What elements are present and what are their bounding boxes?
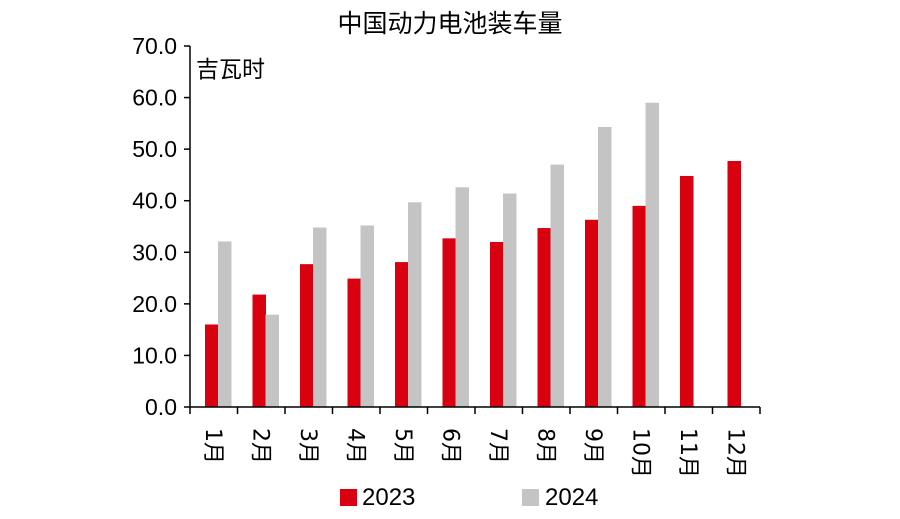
x-tick-label: 9月 (580, 428, 605, 464)
bar-2023-10月 (632, 205, 646, 407)
x-tick-label: 10月 (627, 428, 652, 478)
bar-2024-8月 (550, 164, 564, 407)
y-tick-label: 0.0 (145, 394, 177, 420)
x-tick-label: 11月 (675, 428, 700, 478)
legend-label-2023: 2023 (362, 484, 416, 511)
x-tick-label: 3月 (295, 428, 320, 464)
x-tick-label: 12月 (722, 428, 747, 478)
y-tick-label: 20.0 (132, 291, 177, 317)
bar-2023-12月 (727, 161, 741, 407)
x-tick-label: 6月 (437, 428, 462, 464)
y-tick-label: 10.0 (132, 342, 177, 368)
y-axis-unit: 吉瓦时 (196, 57, 265, 83)
x-tick-label: 2月 (247, 428, 272, 464)
bar-2023-7月 (490, 241, 504, 407)
x-tick-label: 1月 (200, 428, 225, 464)
bar-2024-9月 (598, 126, 612, 408)
x-tick-label: 4月 (342, 428, 367, 464)
bar-2024-7月 (503, 193, 517, 407)
legend-label-2024: 2024 (545, 484, 599, 511)
bar-2024-4月 (360, 225, 374, 407)
bar-2024-5月 (408, 202, 422, 407)
bar-2023-11月 (680, 175, 694, 407)
bar-2023-4月 (347, 278, 361, 407)
bar-2023-1月 (205, 324, 219, 407)
bar-2024-10月 (645, 102, 659, 407)
x-tick-label: 5月 (390, 428, 415, 464)
x-tick-label: 7月 (485, 428, 510, 464)
bar-2024-1月 (218, 241, 232, 407)
y-tick-label: 30.0 (132, 239, 177, 265)
bar-2023-9月 (585, 219, 599, 407)
bar-2023-6月 (442, 238, 456, 407)
bar-2023-2月 (252, 294, 266, 407)
legend-swatch-2024 (522, 489, 539, 506)
bar-2024-6月 (455, 187, 469, 407)
legend-swatch-2023 (340, 489, 357, 506)
x-tick-label: 8月 (532, 428, 557, 464)
bar-2024-2月 (265, 314, 279, 407)
y-tick-label: 70.0 (132, 33, 177, 59)
y-tick-label: 50.0 (132, 136, 177, 162)
y-tick-label: 40.0 (132, 188, 177, 214)
bar-2023-3月 (300, 264, 314, 407)
chart-title: 中国动力电池装车量 (337, 9, 563, 38)
bar-2024-3月 (313, 227, 327, 407)
y-tick-label: 60.0 (132, 85, 177, 111)
bar-2023-5月 (395, 262, 409, 407)
bar-2023-8月 (537, 228, 551, 407)
